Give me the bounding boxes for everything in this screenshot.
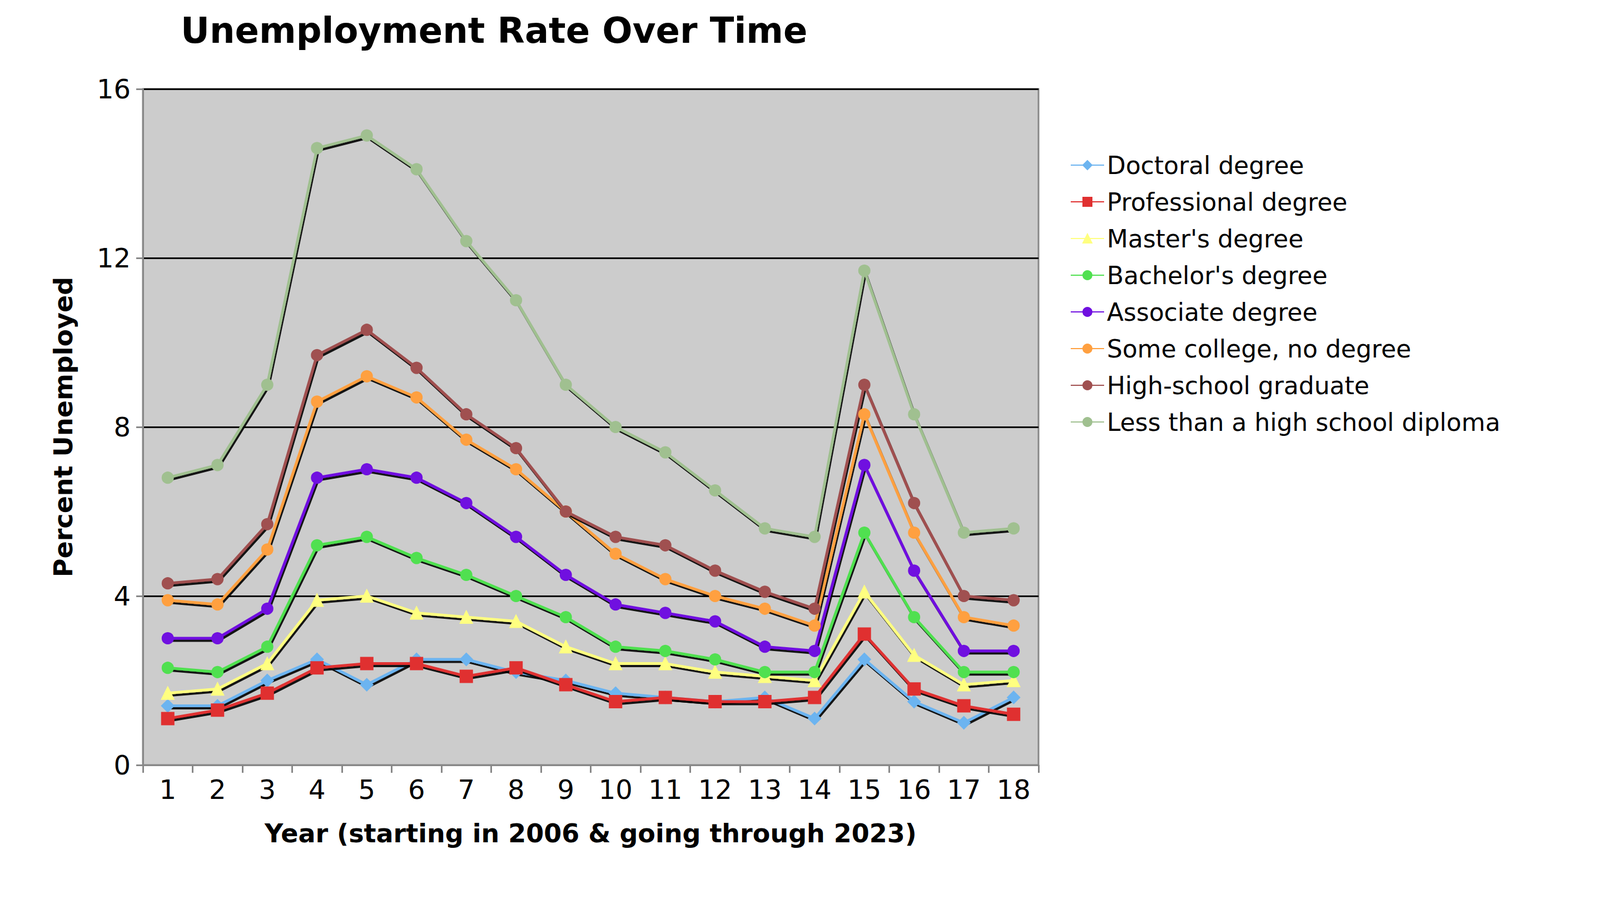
svg-text:Some college, no degree: Some college, no degree — [1106, 334, 1411, 364]
svg-text:Unemployment Rate Over Time: Unemployment Rate Over Time — [180, 10, 808, 52]
svg-text:4: 4 — [308, 773, 326, 806]
svg-text:14: 14 — [797, 773, 832, 806]
svg-text:Less than a high school diplom: Less than a high school diploma — [1106, 408, 1501, 437]
svg-text:Professional degree: Professional degree — [1106, 187, 1348, 217]
svg-text:16: 16 — [96, 73, 131, 105]
svg-text:Bachelor's degree: Bachelor's degree — [1106, 261, 1328, 290]
svg-text:8: 8 — [113, 411, 131, 443]
svg-text:Associate degree: Associate degree — [1106, 297, 1318, 327]
svg-text:Year (starting in 2006 & going: Year (starting in 2006 & going through 2… — [264, 818, 917, 849]
svg-text:16: 16 — [897, 773, 932, 806]
svg-text:1: 1 — [158, 773, 177, 806]
svg-text:10: 10 — [598, 773, 633, 806]
svg-text:0: 0 — [113, 749, 131, 781]
svg-text:2: 2 — [209, 773, 227, 806]
svg-text:3: 3 — [258, 773, 276, 806]
svg-text:Master's degree: Master's degree — [1106, 224, 1304, 253]
svg-text:Doctoral degree: Doctoral degree — [1106, 151, 1305, 180]
svg-text:12: 12 — [698, 773, 733, 806]
svg-text:5: 5 — [358, 773, 376, 806]
svg-text:18: 18 — [996, 773, 1031, 806]
svg-text:High-school graduate: High-school graduate — [1106, 371, 1370, 400]
svg-text:7: 7 — [457, 773, 475, 806]
svg-text:11: 11 — [648, 773, 683, 806]
svg-text:6: 6 — [408, 773, 426, 806]
svg-text:12: 12 — [96, 242, 131, 274]
svg-text:Percent Unemployed: Percent Unemployed — [48, 276, 79, 578]
svg-text:8: 8 — [507, 773, 525, 806]
svg-text:17: 17 — [946, 773, 981, 806]
svg-text:13: 13 — [747, 773, 782, 806]
svg-text:15: 15 — [847, 773, 882, 806]
svg-text:4: 4 — [113, 580, 131, 612]
svg-text:9: 9 — [557, 773, 575, 806]
